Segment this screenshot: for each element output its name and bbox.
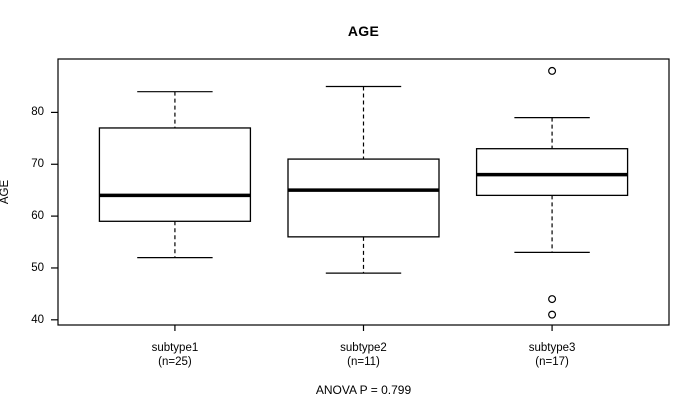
outlier-point (548, 66, 557, 75)
outlier-point (548, 295, 557, 304)
x-group-n-label: (n=17) (535, 355, 569, 368)
chart-title: AGE (347, 23, 380, 39)
x-group-label: subtype2 (340, 342, 387, 354)
x-group-n-label: (n=11) (347, 355, 380, 368)
x-group-label: subtype3 (528, 342, 576, 354)
iqr-box (475, 148, 629, 197)
x-group-n-label: (n=25) (158, 355, 192, 368)
y-axis-tick-label: 50 (31, 261, 44, 274)
iqr-box (287, 158, 440, 238)
y-axis-tick-label: 80 (31, 106, 44, 119)
y-axis-tick-label: 60 (31, 210, 44, 223)
iqr-box (98, 127, 252, 222)
outlier-point (548, 310, 557, 319)
y-axis-tick-label: 70 (31, 158, 44, 171)
y-axis-tick-label: 40 (31, 313, 44, 326)
anova-annotation: ANOVA P = 0.799 (315, 383, 412, 397)
x-group-label: subtype1 (151, 342, 199, 354)
